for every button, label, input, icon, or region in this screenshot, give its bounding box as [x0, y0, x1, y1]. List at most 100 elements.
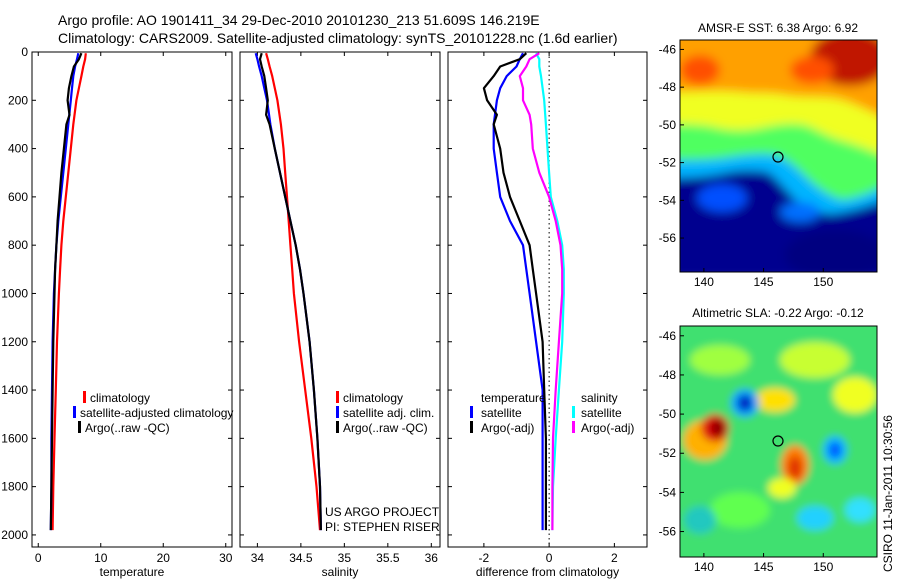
x-tick-label: 36 — [425, 551, 439, 565]
sla-map-title: Altimetric SLA: -0.22 Argo: -0.12 — [692, 306, 864, 320]
side-timestamp-label: CSIRO 11-Jan-2011 10:30:56 — [881, 415, 895, 572]
x-tick-label: 20 — [157, 551, 171, 565]
sla-float-marker — [772, 435, 784, 447]
legend-label-temp-satellite: satellite — [481, 406, 522, 420]
y-tick-label: 600 — [8, 190, 28, 204]
header-line-2: Climatology: CARS2009. Satellite-adjuste… — [58, 30, 618, 46]
sst-heatmap — [680, 40, 877, 272]
legend-swatch-argo — [78, 421, 81, 433]
map-y-tick-label: -50 — [659, 118, 677, 132]
legend-swatch-sal-satellite — [572, 406, 575, 418]
x-tick-label: 34 — [251, 551, 265, 565]
legend-swatch-satellite — [336, 406, 339, 418]
legend-label-sal-argo: Argo(-adj) — [581, 421, 634, 435]
sla-map-axes: 140 145 150 -46 -48 -50 -52 -54 -56 — [659, 329, 834, 574]
difference-legend: temperature satellite Argo(-adj) salinit… — [470, 391, 634, 435]
legend-label-climatology: climatology — [343, 391, 403, 405]
series-line-argo-adj- — [518, 52, 564, 531]
legend-title-salinity: salinity — [581, 391, 618, 405]
map-y-tick-label: -48 — [659, 368, 677, 382]
map-y-tick-label: -54 — [659, 485, 677, 499]
legend-title-temperature: temperature — [481, 391, 546, 405]
series-line-argo-raw-qc- — [258, 52, 322, 531]
series-line-argo-raw-qc- — [49, 52, 83, 531]
y-tick-label: 1200 — [1, 335, 28, 349]
legend-label-sal-satellite: satellite — [581, 406, 622, 420]
x-tick-label: 35 — [338, 551, 352, 565]
legend-swatch-climatology — [83, 391, 86, 403]
legend-label-satellite: satellite adj. clim. — [343, 406, 434, 420]
series-line-climatology — [51, 53, 87, 531]
map-x-tick-label: 150 — [813, 275, 833, 289]
x-axis-label: temperature — [100, 565, 165, 579]
y-tick-label: 800 — [8, 238, 28, 252]
y-tick-label: 1400 — [1, 383, 28, 397]
x-axis-label: salinity — [322, 565, 359, 579]
legend-swatch-sal-argo — [572, 421, 575, 433]
legend-swatch-temp-satellite — [470, 406, 473, 418]
x-tick-label: 10 — [94, 551, 108, 565]
legend-label-climatology: climatology — [90, 391, 150, 405]
y-tick-label: 2000 — [1, 528, 28, 542]
salinity-legend: climatology satellite adj. clim. Argo(..… — [336, 391, 434, 435]
map-x-tick-label: 150 — [813, 560, 833, 574]
sla-heatmap — [680, 326, 877, 557]
x-tick-label: -2 — [479, 551, 490, 565]
x-tick-label: 0 — [35, 551, 42, 565]
legend-swatch-climatology — [336, 391, 339, 403]
legend-label-satellite: satellite-adjusted climatology — [80, 406, 233, 420]
legend-swatch-argo — [336, 421, 339, 433]
legend-swatch-temp-argo — [470, 421, 473, 433]
sst-float-marker — [772, 151, 784, 163]
x-tick-label: 2 — [611, 551, 618, 565]
sst-map-frame — [679, 39, 878, 273]
sla-map-frame — [679, 325, 878, 558]
header-line-1: Argo profile: AO 1901411_34 29-Dec-2010 … — [58, 12, 540, 28]
plot-frame — [31, 51, 233, 548]
y-tick-label: 1600 — [1, 431, 28, 445]
map-y-tick-label: -50 — [659, 407, 677, 421]
map-x-tick-label: 140 — [694, 275, 714, 289]
temperature-panel: 0 10 20 30 0 200 400 600 800 1000 1200 1400 1600 1800… — [1, 45, 232, 579]
plot-frame — [447, 51, 648, 548]
map-y-tick-label: -54 — [659, 193, 677, 207]
map-y-tick-label: -52 — [659, 156, 677, 170]
legend-label-argo: Argo(..raw -QC) — [343, 421, 428, 435]
y-tick-label: 1800 — [1, 480, 28, 494]
temperature-legend: climatology satellite-adjusted climatolo… — [73, 391, 233, 435]
y-tick-label: 400 — [8, 142, 28, 156]
series-line-climatology — [265, 52, 322, 531]
legend-swatch-satellite — [73, 406, 76, 418]
plot-frame — [239, 51, 441, 548]
salinity-panel: 34 34.5 35 35.5 36 salinity — [239, 51, 441, 579]
y-tick-label: 0 — [21, 45, 28, 59]
map-y-tick-label: -56 — [659, 525, 677, 539]
map-x-tick-label: 145 — [754, 560, 774, 574]
map-y-tick-label: -46 — [659, 329, 677, 343]
y-tick-label: 1000 — [1, 286, 28, 300]
x-tick-label: 34.5 — [289, 551, 313, 565]
sst-map-axes: 140 145 150 -46 -48 -50 -52 -54 -56 — [659, 42, 834, 289]
map-y-tick-label: -56 — [659, 231, 677, 245]
series-line-argo-adj- — [482, 52, 548, 531]
x-tick-label: 0 — [546, 551, 553, 565]
x-axis-label: difference from climatology — [476, 565, 619, 579]
series-line-satellite — [492, 52, 544, 531]
series-line-satellite — [535, 52, 565, 531]
x-tick-label: 35.5 — [376, 551, 400, 565]
y-tick-label: 200 — [8, 93, 28, 107]
legend-label-temp-argo: Argo(-adj) — [481, 421, 534, 435]
series-line-satellite-adj-clim- — [254, 52, 322, 531]
sst-map-title: AMSR-E SST: 6.38 Argo: 6.92 — [698, 21, 858, 35]
x-tick-label: 30 — [219, 551, 233, 565]
map-x-tick-label: 145 — [754, 275, 774, 289]
project-note-line-1: US ARGO PROJECT — [325, 505, 440, 519]
map-y-tick-label: -48 — [659, 80, 677, 94]
map-y-tick-label: -46 — [659, 42, 677, 56]
legend-label-argo: Argo(..raw -QC) — [85, 421, 170, 435]
map-y-tick-label: -52 — [659, 446, 677, 460]
map-x-tick-label: 140 — [694, 560, 714, 574]
project-note-line-2: PI: STEPHEN RISER — [325, 520, 440, 534]
